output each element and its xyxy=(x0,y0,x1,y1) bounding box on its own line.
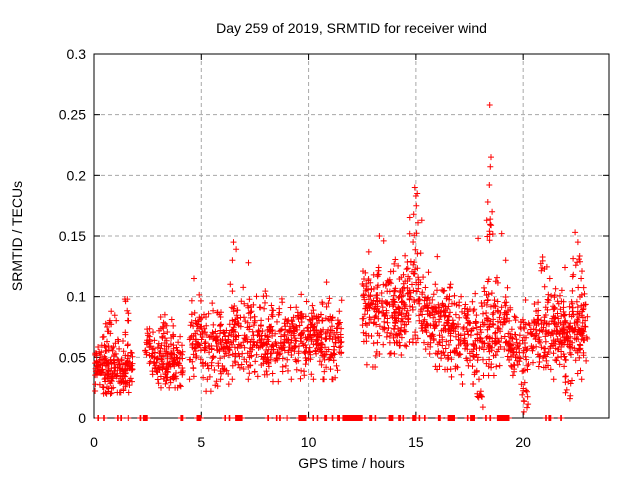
y-tick-label: 0.25 xyxy=(59,107,86,123)
y-tick-label: 0.1 xyxy=(67,289,87,305)
x-tick-label: 15 xyxy=(408,434,424,450)
y-tick-label: 0.3 xyxy=(67,46,87,62)
x-tick-label: 20 xyxy=(515,434,531,450)
y-tick-label: 0.2 xyxy=(67,167,87,183)
tick-labels: 0 5 10 15 20 0 0.05 0.1 0.15 0.2 0.25 0.3 xyxy=(59,46,531,450)
y-tick-label: 0.05 xyxy=(59,349,86,365)
chart-title: Day 259 of 2019, SRMTID for receiver win… xyxy=(216,20,487,36)
x-tick-label: 10 xyxy=(301,434,317,450)
x-tick-label: 5 xyxy=(197,434,205,450)
y-tick-label: 0.15 xyxy=(59,228,86,244)
x-axis-label: GPS time / hours xyxy=(298,455,405,471)
data-points xyxy=(92,102,591,421)
y-tick-label: 0 xyxy=(78,410,86,426)
x-tick-label: 0 xyxy=(90,434,98,450)
y-axis-label: SRMTID / TECUs xyxy=(9,180,25,292)
